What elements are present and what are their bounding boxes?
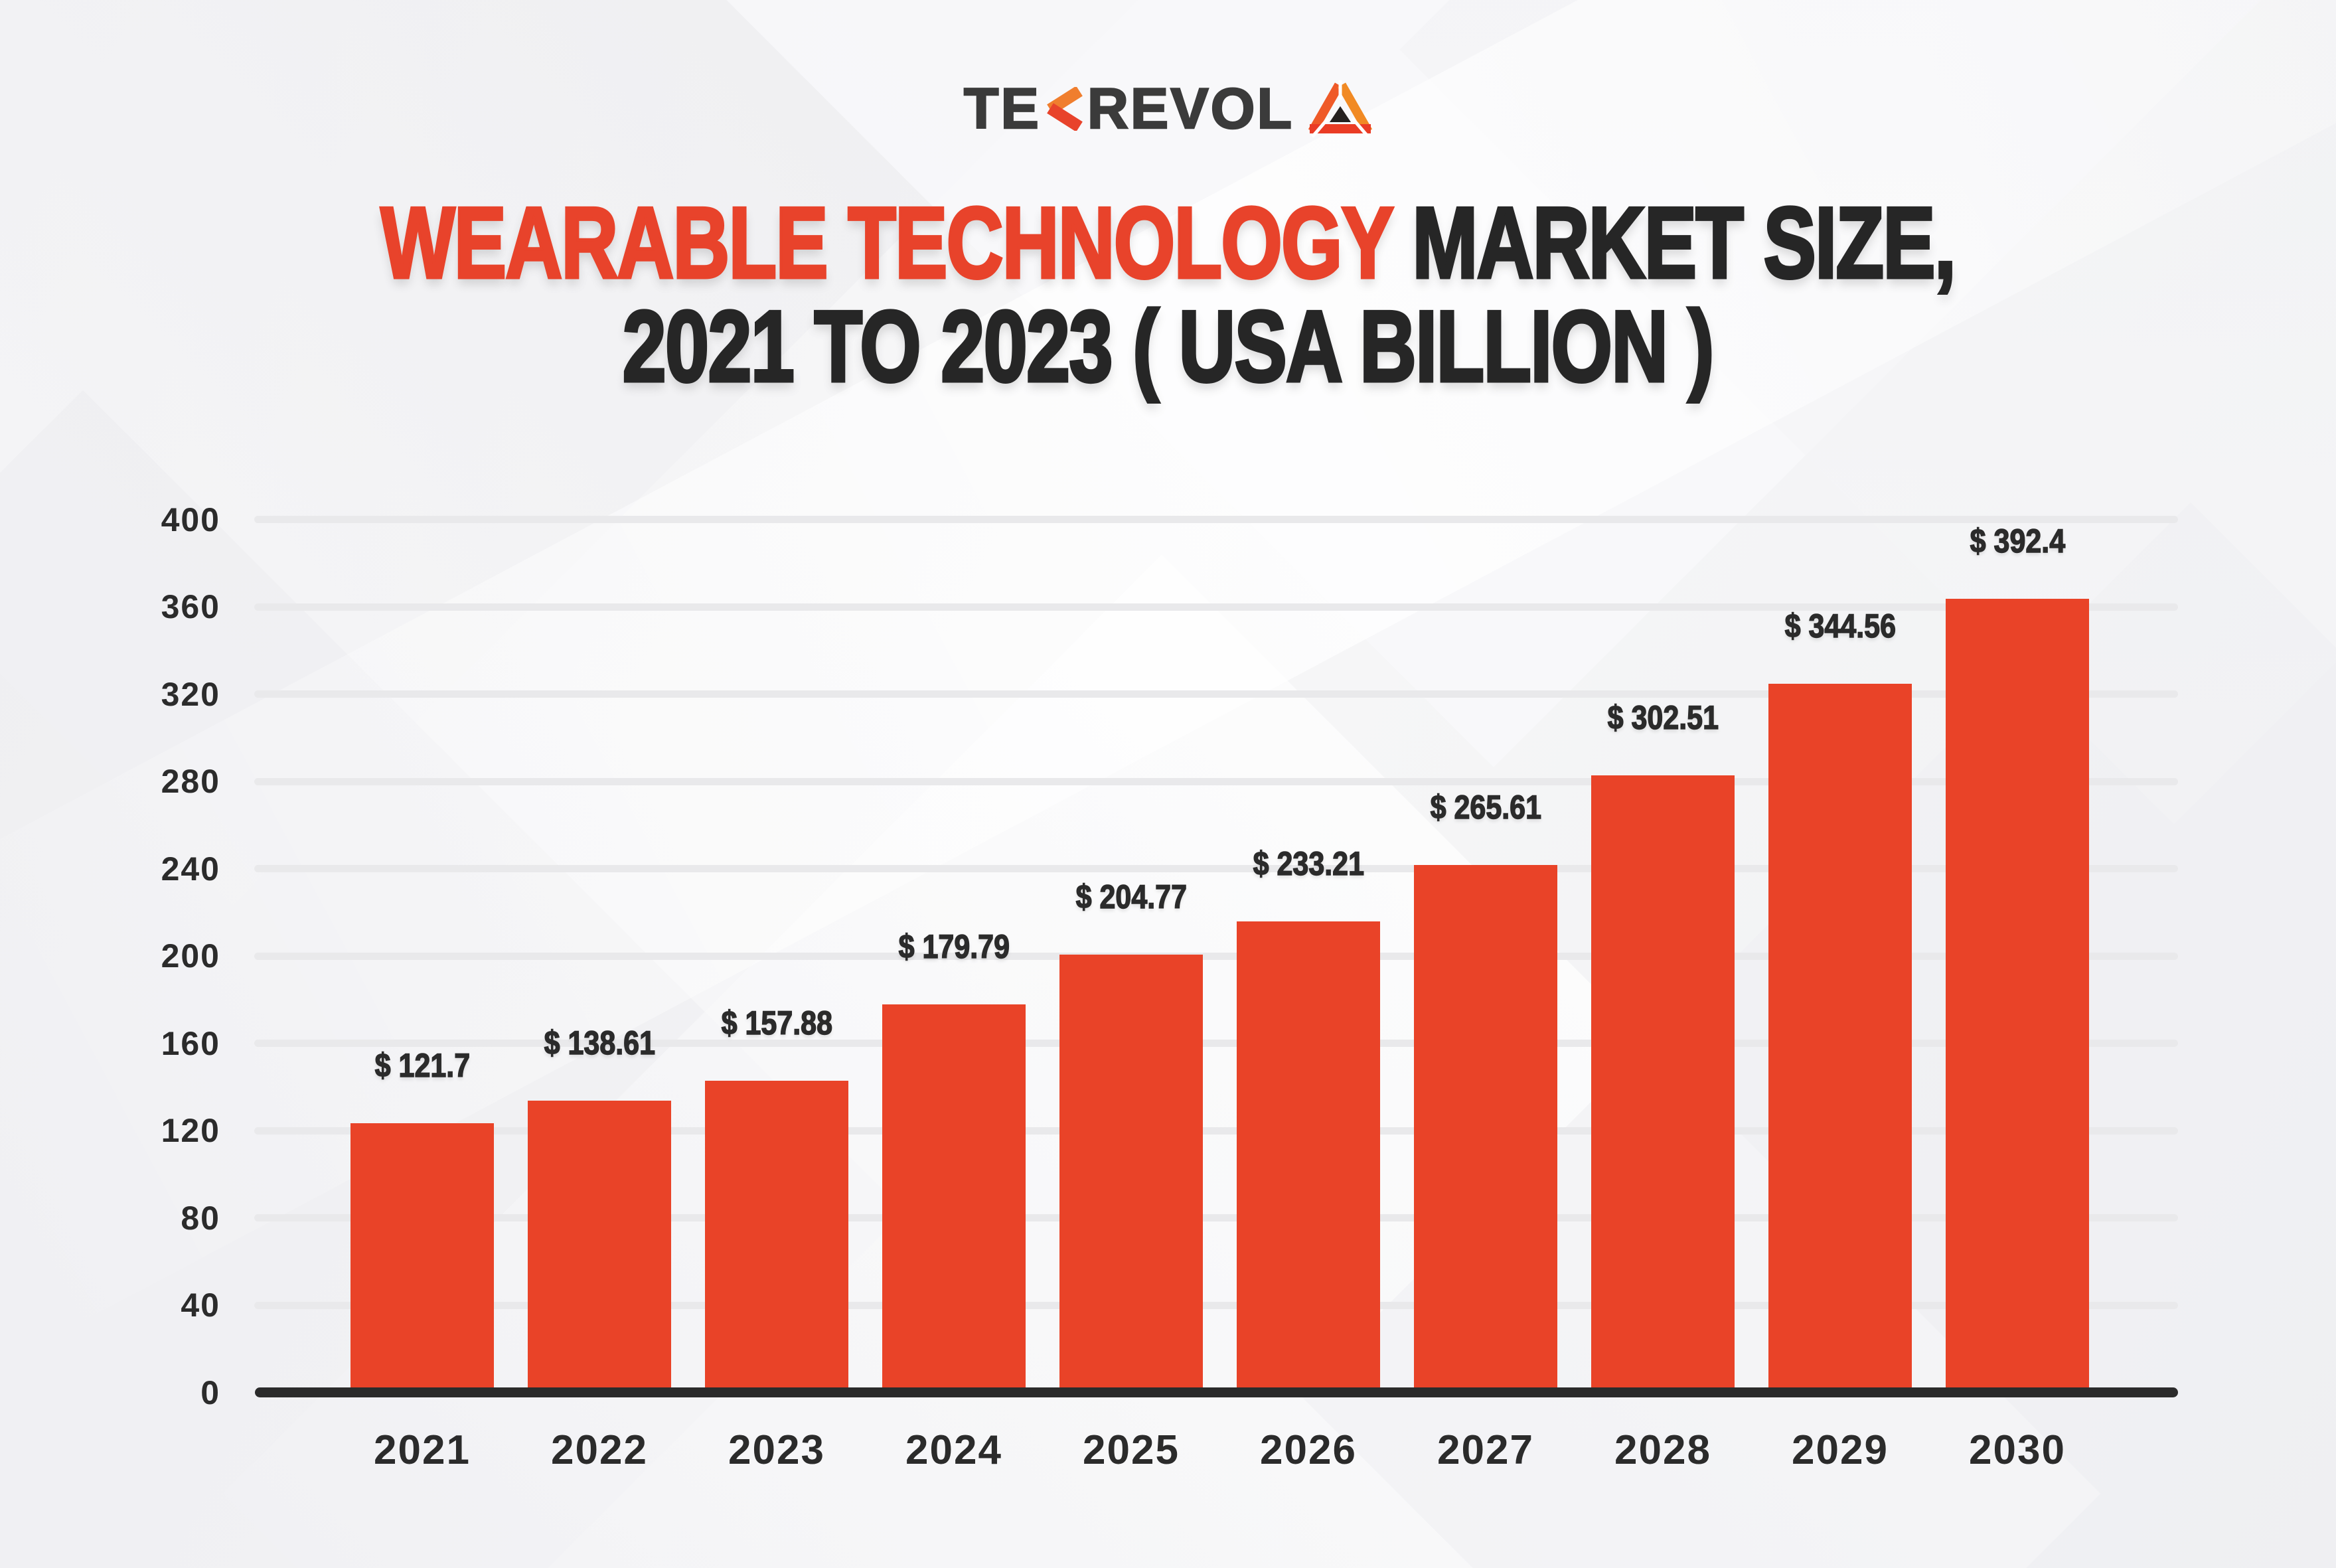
bar-2023: [705, 1081, 848, 1389]
brand-name-prefix: TE: [963, 76, 1041, 141]
gridline-200: [254, 952, 2178, 960]
y-axis-label-240: 240: [161, 850, 220, 888]
bar-value-label-2024: $ 179.79: [898, 928, 1010, 967]
bar-value-label-2027: $ 265.61: [1430, 788, 1542, 826]
title-line-1: WEARABLE TECHNOLOGY MARKET SIZE,: [0, 190, 2336, 297]
bar-2028: [1591, 775, 1735, 1389]
logo-triangle-icon: [1308, 80, 1373, 137]
gridline-400: [254, 516, 2178, 523]
y-axis-label-400: 400: [161, 501, 220, 538]
y-axis-label-280: 280: [161, 763, 220, 800]
gridline-40: [254, 1301, 2178, 1309]
y-axis-label-80: 80: [181, 1199, 220, 1237]
gridline-280: [254, 777, 2178, 785]
bar-2025: [1059, 954, 1203, 1389]
x-axis-label-2021: 2021: [374, 1427, 471, 1473]
brand-name-suffix: REVOL: [1087, 76, 1294, 141]
brand-name: TE REVOL: [963, 76, 1294, 142]
gridline-160: [254, 1040, 2178, 1047]
bar-2022: [528, 1101, 671, 1389]
gridline-120: [254, 1127, 2178, 1135]
logo-k-chevron-icon: [1046, 87, 1083, 131]
title-highlight: WEARABLE TECHNOLOGY: [380, 187, 1394, 299]
x-axis-label-2026: 2026: [1260, 1427, 1357, 1473]
bar-value-label-2023: $ 157.88: [721, 1004, 833, 1043]
bar-2024: [882, 1004, 1026, 1389]
bar-value-label-2028: $ 302.51: [1607, 698, 1719, 737]
y-axis-label-320: 320: [161, 675, 220, 713]
y-axis-label-0: 0: [200, 1373, 220, 1411]
x-axis-label-2022: 2022: [551, 1427, 648, 1473]
bar-2021: [350, 1123, 494, 1389]
y-axis-label-120: 120: [161, 1112, 220, 1149]
x-axis-label-2030: 2030: [1969, 1427, 2066, 1473]
y-axis-label-200: 200: [161, 937, 220, 975]
x-axis-label-2024: 2024: [905, 1427, 1002, 1473]
bar-value-label-2021: $ 121.7: [374, 1046, 471, 1085]
title-rest: MARKET SIZE,: [1391, 187, 1958, 299]
x-axis-line: [255, 1387, 2178, 1397]
gridline-80: [254, 1214, 2178, 1221]
x-axis-label-2029: 2029: [1792, 1427, 1889, 1473]
x-axis-label-2028: 2028: [1614, 1427, 1711, 1473]
title-line-2: 2021 TO 2023 ( USA BILLION ): [621, 290, 1715, 403]
gridline-360: [254, 603, 2178, 611]
x-axis-label-2027: 2027: [1437, 1427, 1534, 1473]
y-axis-label-360: 360: [161, 588, 220, 625]
y-axis-label-160: 160: [161, 1024, 220, 1062]
bar-value-label-2026: $ 233.21: [1253, 845, 1365, 884]
bar-2027: [1414, 865, 1557, 1389]
y-axis-label-40: 40: [181, 1287, 220, 1324]
bar-value-label-2025: $ 204.77: [1075, 878, 1188, 916]
gridline-320: [254, 690, 2178, 698]
page-title: WEARABLE TECHNOLOGY MARKET SIZE, 2021 TO…: [0, 190, 2336, 403]
bar-value-label-2029: $ 344.56: [1784, 607, 1897, 645]
gridline-240: [254, 865, 2178, 872]
x-axis-label-2023: 2023: [728, 1427, 825, 1473]
bar-value-label-2022: $ 138.61: [544, 1024, 656, 1062]
x-axis-label-2025: 2025: [1083, 1427, 1180, 1473]
bar-value-label-2030: $ 392.4: [1970, 522, 2066, 560]
bar-2029: [1768, 684, 1912, 1389]
bar-2030: [1946, 598, 2089, 1389]
bar-2026: [1237, 921, 1380, 1389]
brand-logo: TE REVOL: [0, 69, 2336, 149]
